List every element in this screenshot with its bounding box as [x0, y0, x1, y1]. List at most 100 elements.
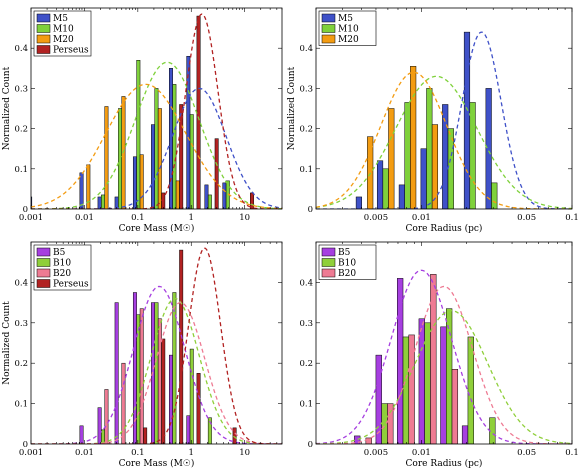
y-tick-label: 0.1	[14, 165, 28, 175]
bar-b5	[354, 435, 361, 444]
bar-b5	[461, 425, 469, 444]
bar-b5	[186, 415, 191, 444]
legend-swatch-m5	[36, 13, 51, 23]
y-tick-label: 0	[23, 205, 28, 215]
x-tick-label: 1	[189, 213, 194, 223]
legend-swatch-b20	[36, 268, 51, 278]
fit-curve-b10	[316, 310, 572, 444]
legend-label-b10: B10	[53, 259, 71, 269]
x-tick-label: 0.01	[412, 213, 431, 223]
panel-bottom-right: 0.005 0.01 0.05 0.1 0 0.1 0.2 0.3 0.4 Core Radius…	[299, 241, 579, 469]
bar-b20	[451, 369, 459, 444]
x-tick-label: 0.1	[565, 448, 579, 458]
legend-label-m5: M5	[338, 14, 353, 24]
bar-perseus	[161, 338, 166, 444]
y-tick-label: 0.2	[14, 125, 28, 135]
bar-b10	[446, 308, 453, 444]
bar-m10	[189, 114, 194, 209]
bar-m10	[101, 194, 105, 209]
x-tick-label: 10	[239, 448, 250, 458]
bar-b5	[418, 318, 425, 444]
x-tick-label: 0.05	[517, 213, 536, 223]
bar-b20	[430, 274, 437, 444]
bar-m5	[463, 31, 471, 209]
y-tick-label: 0.2	[14, 359, 28, 369]
panel-top-left: 0.001 0.01 0.1 1 10 0 0.1 0.2 0.3 0.4 Core Mass (M…	[2, 7, 283, 234]
x-tick-label: 0.1	[565, 213, 579, 223]
x-axis-label: Core Radius (pc)	[406, 223, 483, 234]
bar-m5	[79, 172, 84, 209]
bar-m10	[491, 182, 498, 209]
plot-area	[31, 247, 282, 444]
y-tick-label: 0	[23, 440, 28, 450]
bar-m20	[139, 154, 144, 209]
fit-curve-m20	[31, 83, 282, 209]
legend-label-b20: B20	[338, 269, 356, 279]
y-tick-label: 0.4	[14, 44, 28, 54]
plot-area	[31, 13, 282, 209]
bar-m10	[136, 60, 141, 209]
legend-label-b10: B10	[338, 259, 356, 269]
legend-swatch-perseus	[36, 279, 51, 288]
x-tick-label: 0.01	[412, 448, 431, 458]
legend-swatch-m10	[321, 24, 336, 33]
bar-perseus	[196, 15, 201, 209]
bar-m20	[157, 108, 162, 209]
x-tick-label: 0.1	[131, 213, 145, 223]
bar-perseus	[143, 427, 148, 444]
legend-swatch-m5	[321, 13, 336, 23]
panel-top-right: 0.005 0.01 0.05 0.1 0 0.1 0.2 0.3 0.4 Core Radius…	[287, 7, 579, 234]
bar-m10	[154, 88, 159, 209]
axes-frame	[30, 241, 283, 445]
bar-m20	[175, 180, 180, 209]
legend-swatch-perseus	[36, 45, 51, 54]
bar-m5	[97, 196, 102, 209]
bar-m10	[469, 102, 476, 209]
legend-swatch-m10	[36, 24, 51, 33]
legend-label-m20: M20	[338, 35, 359, 45]
legend-label-m10: M10	[338, 25, 359, 35]
bar-b5	[375, 354, 382, 444]
x-tick-label: 0.1	[131, 448, 145, 458]
legend-label-m5: M5	[53, 14, 68, 24]
fit-curve-b20	[316, 285, 572, 444]
bar-b5	[97, 407, 102, 444]
bar-b20	[157, 318, 162, 444]
y-tick-label: 0.4	[299, 278, 313, 288]
bar-perseus	[196, 373, 201, 444]
bar-m5	[355, 196, 362, 209]
bar-m5	[222, 182, 227, 209]
y-tick-label: 0.4	[299, 44, 313, 54]
bar-m5	[485, 88, 492, 209]
bar-b20	[139, 308, 144, 444]
y-axis-label: Normalized Count	[287, 66, 297, 150]
bar-b10	[402, 336, 410, 444]
y-tick-label: 0.1	[14, 400, 28, 410]
bar-perseus	[214, 138, 219, 209]
fit-curve-b10	[31, 297, 282, 444]
bar-perseus	[179, 249, 184, 444]
x-axis-label: Core Mass (M☉)	[119, 223, 195, 234]
bar-m20	[410, 66, 417, 209]
legend-swatch-b5	[321, 247, 336, 257]
bar-b10	[154, 302, 159, 444]
plot-area	[316, 31, 572, 209]
bar-m5	[151, 124, 155, 209]
bar-m5	[204, 184, 209, 209]
bar-b20	[365, 437, 372, 444]
bar-b20	[408, 334, 415, 444]
y-tick-label: 0.1	[299, 165, 313, 175]
y-tick-label: 0.1	[299, 400, 313, 410]
legend-swatch-b20	[321, 268, 336, 278]
bar-b5	[440, 326, 447, 444]
x-tick-label: 0.005	[364, 213, 388, 223]
bar-b20	[387, 403, 394, 444]
bar-m10	[382, 168, 389, 209]
x-tick-label: 0.01	[75, 213, 94, 223]
x-tick-label: 1	[189, 448, 194, 458]
bar-m5	[186, 55, 191, 209]
